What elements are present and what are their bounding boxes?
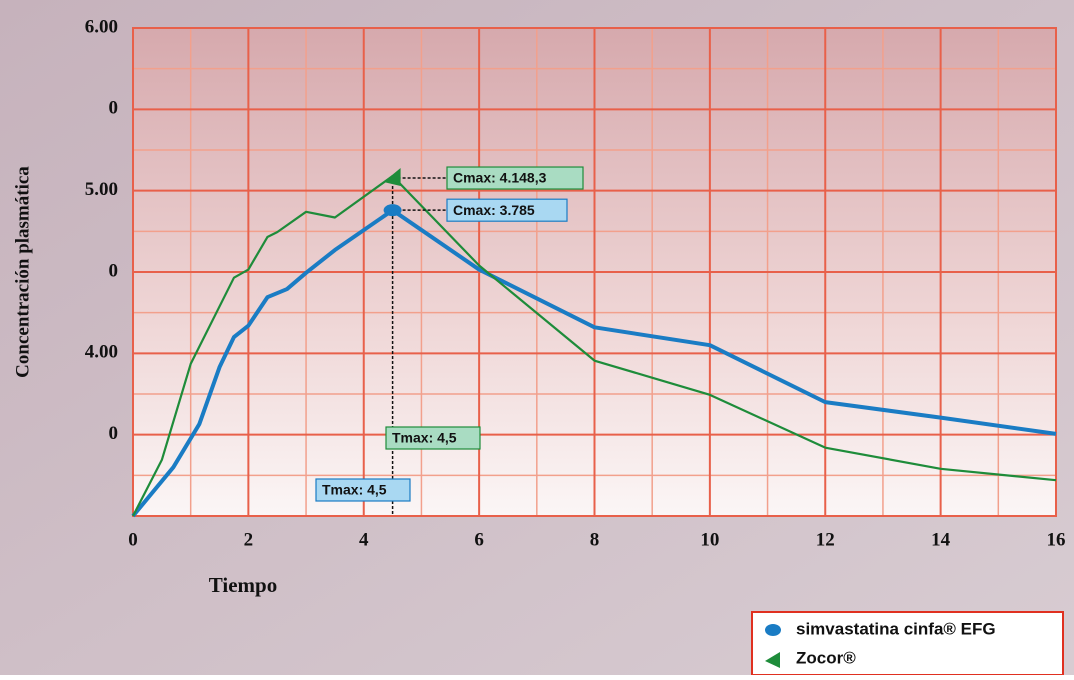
x-tick-label: 12 — [816, 529, 835, 550]
legend-marker — [765, 624, 781, 636]
y-tick-label: 0 — [109, 260, 119, 281]
y-tick-label: 4.00 — [85, 342, 118, 363]
peak-marker — [383, 204, 402, 217]
y-tick-label: 5.00 — [85, 179, 118, 200]
y-tick-label: 6.00 — [85, 16, 118, 37]
x-tick-label: 6 — [474, 529, 484, 550]
annotation-box — [446, 198, 568, 222]
plot-border — [132, 27, 1057, 517]
annotation-box — [315, 478, 411, 502]
series-line — [131, 208, 1057, 518]
annotation: Tmax: 4,5 — [322, 482, 387, 498]
x-tick-label: 10 — [700, 529, 719, 550]
x-axis-title: Tiempo — [209, 573, 277, 597]
legend-label: Zocor® — [796, 648, 856, 667]
x-tick-label: 0 — [128, 529, 138, 550]
x-tick-label: 8 — [590, 529, 600, 550]
x-tick-label: 14 — [931, 529, 951, 550]
series-line — [132, 174, 1057, 517]
annotation-box — [446, 166, 584, 190]
y-axis-title: Concentración plasmática — [12, 166, 33, 378]
legend-marker — [765, 652, 780, 668]
annotation: Tmax: 4,5 — [392, 430, 457, 446]
x-tick-label: 4 — [359, 529, 369, 550]
annotation: Cmax: 3.785 — [453, 202, 535, 218]
peak-marker — [383, 168, 401, 187]
annotation-box — [385, 426, 481, 450]
x-tick-label: 16 — [1047, 529, 1066, 550]
annotation: Cmax: 4.148,3 — [453, 170, 547, 186]
y-tick-label: 0 — [109, 98, 119, 119]
legend-label: simvastatina cinfa® EFG — [796, 619, 996, 638]
x-tick-label: 2 — [244, 529, 254, 550]
legend — [751, 611, 1064, 676]
y-tick-label: 0 — [109, 423, 119, 444]
